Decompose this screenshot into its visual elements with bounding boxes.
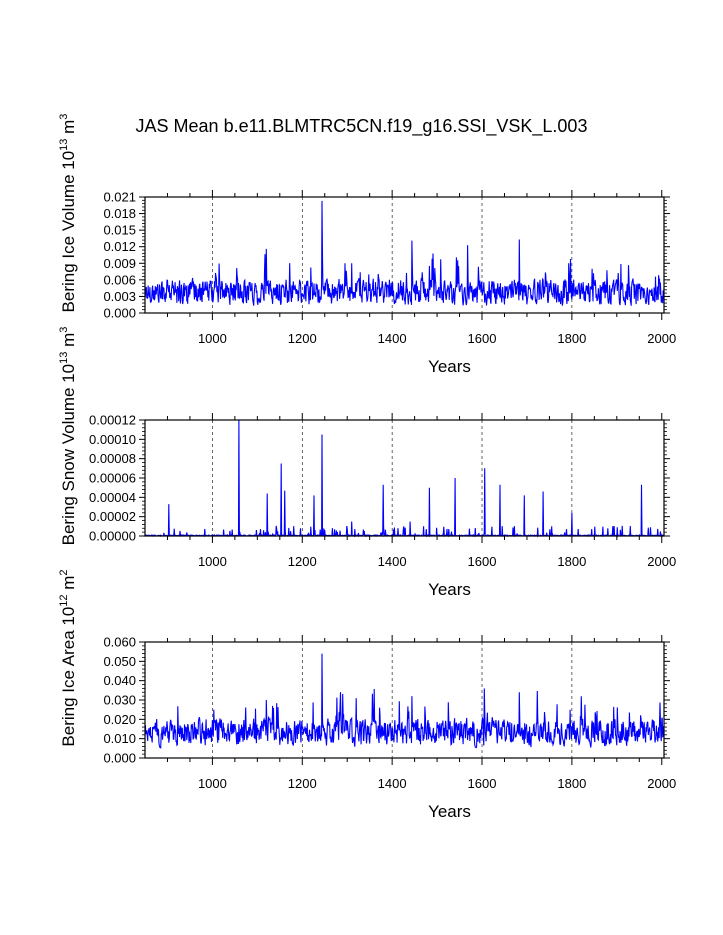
y-tick-label: 0.020 [103,712,136,727]
panel-3: 1000 1200 1400 1600 1800 2000 0.000 0.010 0.020 0… [58,569,676,821]
x-tick-label: 1600 [468,776,497,791]
panel-2: 1000 1200 1400 1600 1800 2000 0.00000 0.00002 0.… [58,327,676,599]
x-tick-label: 1400 [378,776,407,791]
x-axis-title: Years [428,580,471,599]
y-tick-label: 0.00000 [89,529,136,544]
series-line [144,200,665,306]
x-tick-label: 2000 [647,331,676,346]
x-tick-label: 1200 [288,776,317,791]
x-tick-label: 1800 [557,776,586,791]
chart-title: JAS Mean b.e11.BLMTRC5CN.f19_g16.SSI_VSK… [135,116,588,136]
y-tick-label: 0.050 [103,654,136,669]
y-tick-label: 0.030 [103,693,136,708]
x-tick-label: 1600 [468,554,497,569]
y-tick-label: 0.00010 [89,432,136,447]
x-axis-title: Years [428,802,471,821]
y-tick-label: 0.012 [103,239,136,254]
series-line [144,653,665,749]
x-tick-label: 1000 [198,554,227,569]
y-axis-title: Bering Ice Area 1012 m2 [58,569,78,746]
x-tick-label: 1000 [198,776,227,791]
series-line [144,419,665,539]
x-tick-label: 1200 [288,554,317,569]
y-tick-label: 0.006 [103,272,136,287]
y-tick-label: 0.021 [103,190,136,205]
y-axis-title: Bering Ice Volume 1013 m3 [58,114,78,313]
x-tick-label: 1000 [198,331,227,346]
x-tick-label: 2000 [647,554,676,569]
plot-frame [144,419,665,537]
y-tick-label: 0.00012 [89,413,136,428]
y-tick-label: 0.000 [103,751,136,766]
y-tick-label: 0.010 [103,731,136,746]
y-tick-label: 0.060 [103,635,136,650]
y-tick-label: 0.003 [103,289,136,304]
y-tick-label: 0.00004 [89,490,136,505]
x-tick-label: 1400 [378,554,407,569]
x-tick-label: 1600 [468,331,497,346]
y-tick-label: 0.040 [103,673,136,688]
x-axis-title: Years [428,357,471,376]
plot-frame [144,641,665,759]
y-axis-title: Bering Snow Volume 1013 m3 [58,327,78,546]
y-tick-label: 0.018 [103,206,136,221]
y-tick-label: 0.009 [103,256,136,271]
y-tick-label: 0.00008 [89,451,136,466]
y-tick-label: 0.00006 [89,471,136,486]
panel-1: 1000 1200 1400 1600 1800 20000.0000.0030.0060… [58,114,676,376]
plot-frame [144,196,665,314]
x-tick-label: 1800 [557,554,586,569]
y-tick-label: 0.00002 [89,509,136,524]
x-tick-label: 1800 [557,331,586,346]
x-tick-label: 2000 [647,776,676,791]
x-tick-label: 1200 [288,331,317,346]
y-tick-label: 0.000 [103,306,136,321]
x-tick-label: 1400 [378,331,407,346]
y-tick-label: 0.015 [103,223,136,238]
